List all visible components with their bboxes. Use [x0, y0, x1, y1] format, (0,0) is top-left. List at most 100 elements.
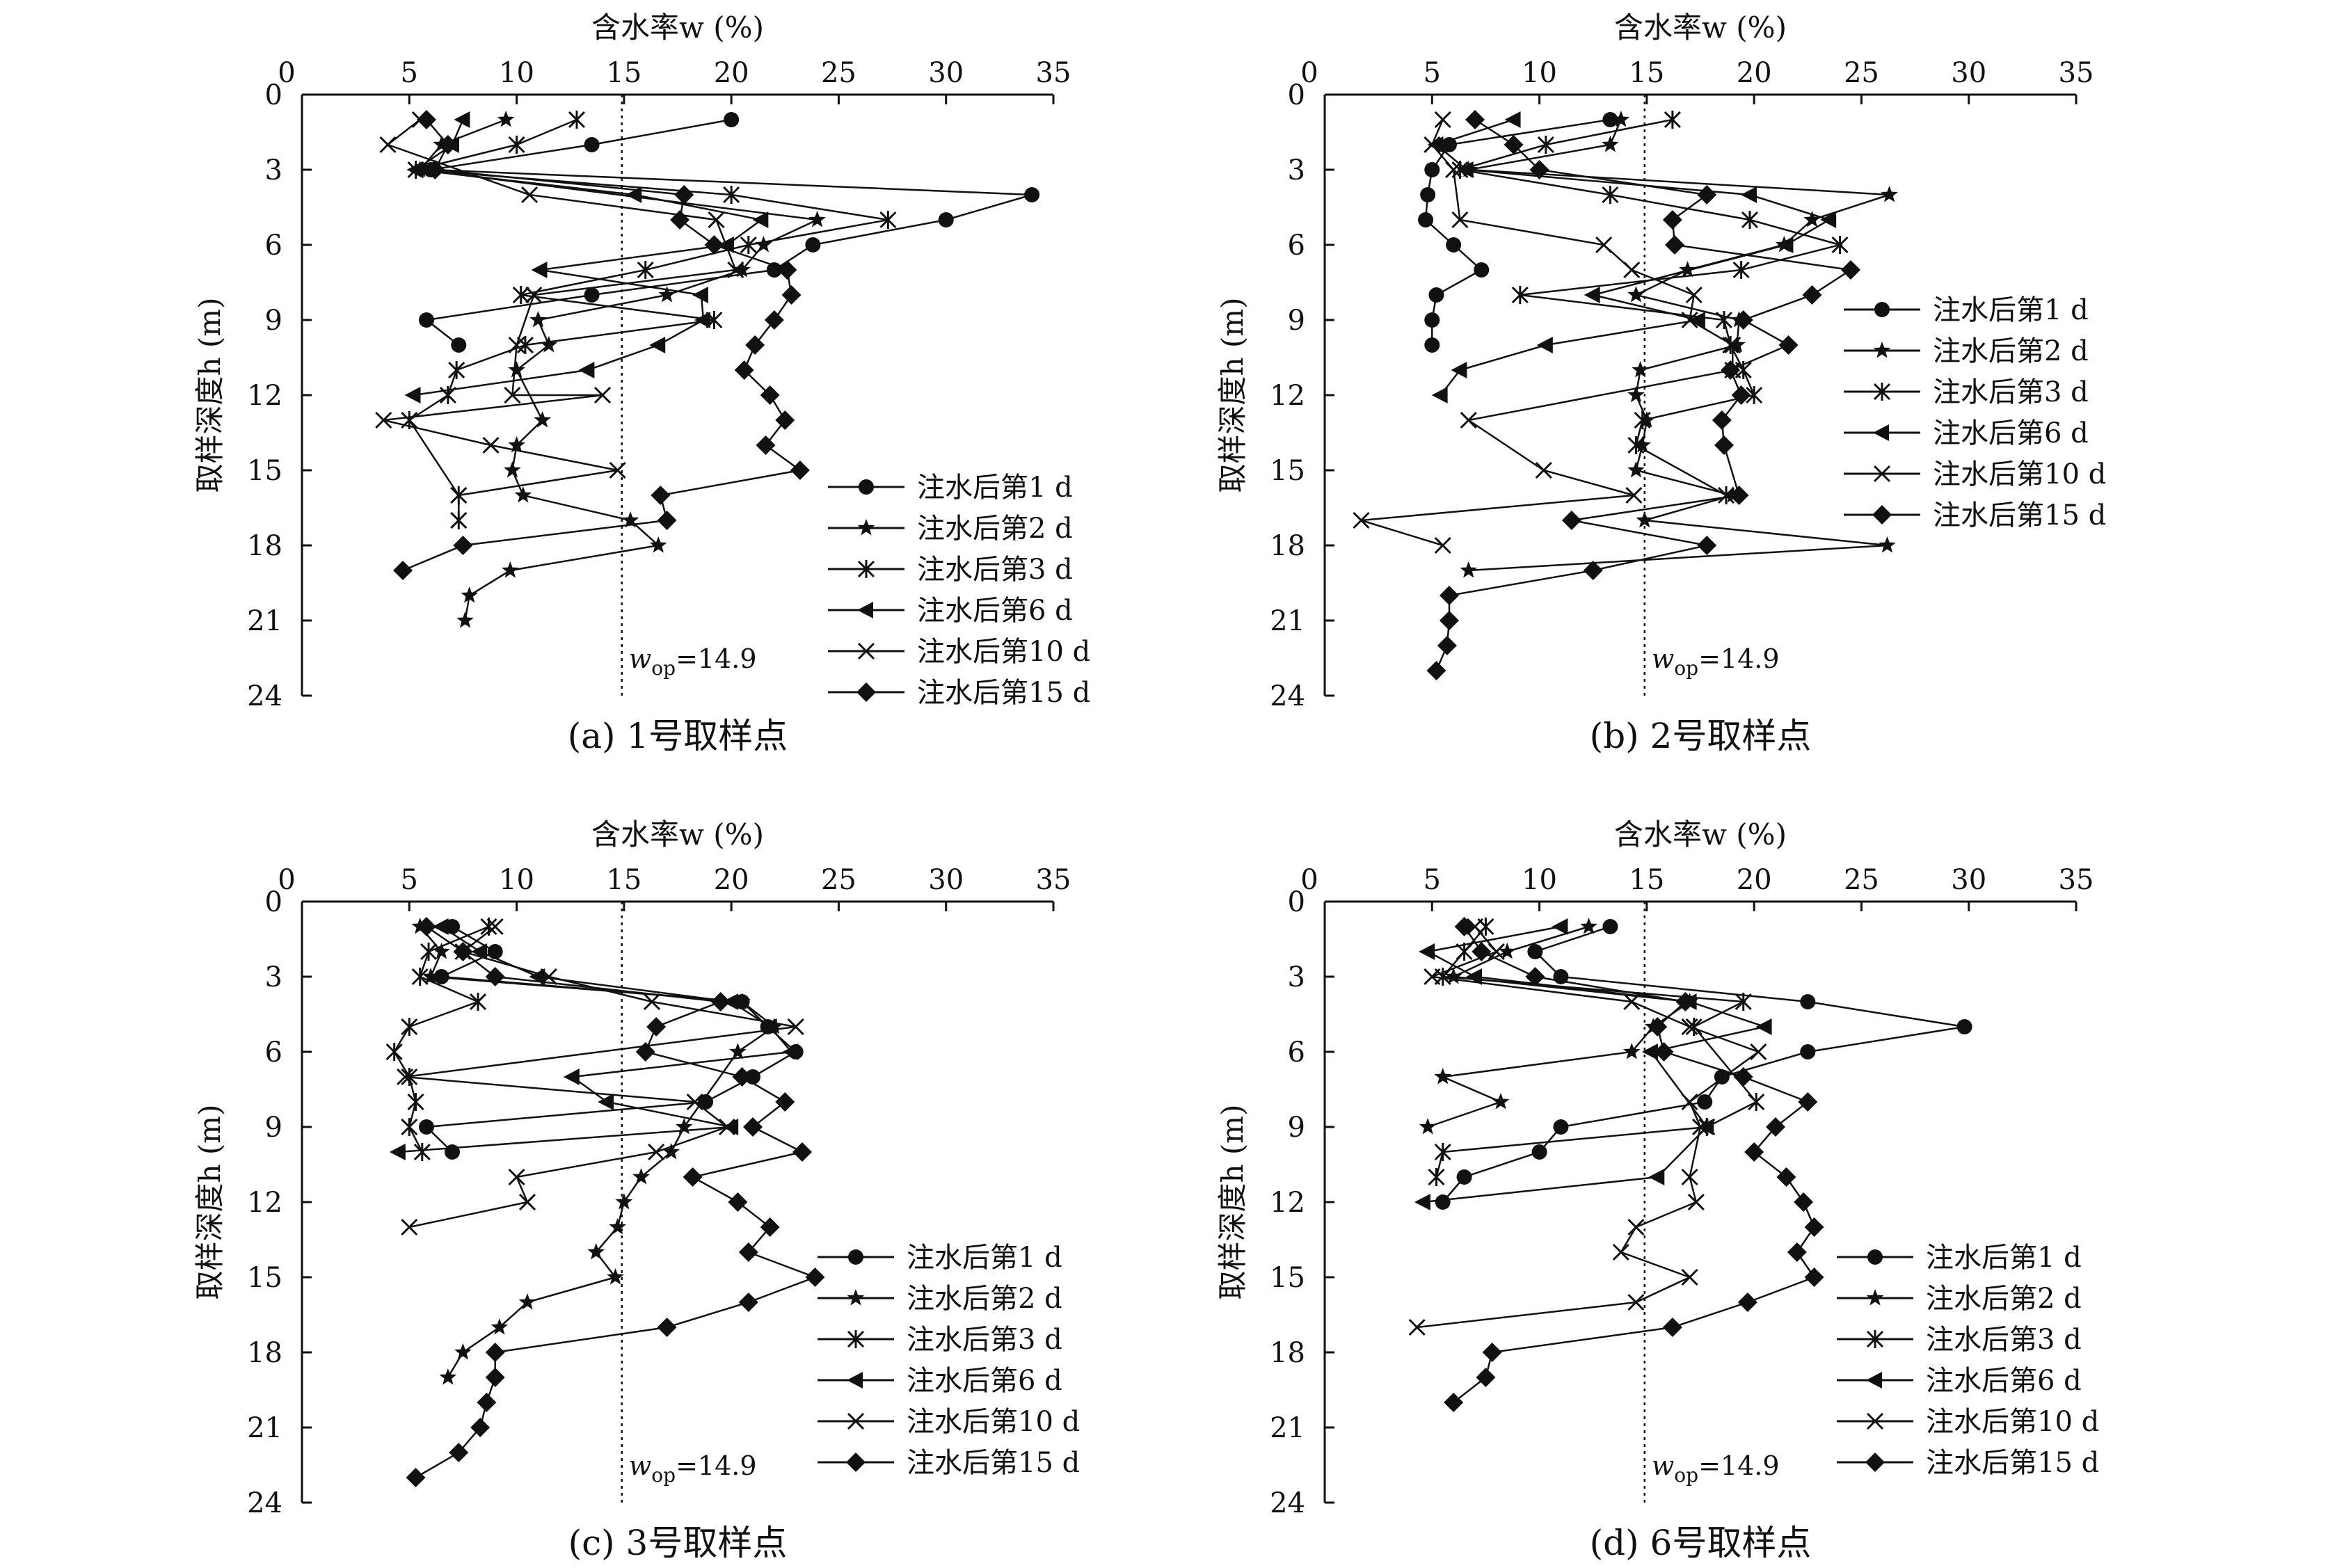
- data-point: [470, 1418, 491, 1437]
- series-3: [385, 918, 497, 1161]
- legend-marker: [1866, 1330, 1884, 1348]
- data-point: [1602, 186, 1619, 204]
- data-point: [1798, 1092, 1818, 1112]
- data-point: [1435, 1194, 1451, 1210]
- legend-label: 注水后第1 d: [917, 472, 1073, 504]
- legend-marker: [1866, 1289, 1884, 1306]
- data-point: [1529, 160, 1549, 179]
- series-5: [1408, 918, 1767, 1336]
- data-point: [1552, 918, 1568, 935]
- data-point: [482, 436, 500, 454]
- data-point: [1612, 1243, 1629, 1261]
- data-point: [1787, 1242, 1807, 1262]
- x-tick-label: 0: [1300, 57, 1318, 89]
- data-point: [708, 211, 725, 229]
- y-axis-label: 取样深度h (m): [1215, 1105, 1250, 1300]
- data-point: [728, 1192, 748, 1212]
- data-point: [1531, 1144, 1547, 1160]
- series-1: [1418, 112, 1618, 353]
- data-point: [486, 918, 504, 936]
- legend-marker: [848, 1249, 863, 1265]
- data-point: [1733, 1067, 1753, 1087]
- panel-c: 5 10 15 20 25 30 35 00 3 6 9 12 15 18 21 24 含水率w (%) 取样深度…: [193, 817, 1080, 1563]
- x-tick-label: 35: [2059, 864, 2094, 896]
- legend-label: 注水后第1 d: [1926, 1242, 2082, 1274]
- series-line: [424, 118, 1033, 346]
- data-point: [609, 1218, 626, 1235]
- data-point: [407, 1093, 424, 1111]
- data-point: [738, 1242, 758, 1262]
- data-point: [1744, 1142, 1764, 1162]
- series-line: [404, 926, 796, 1229]
- data-point: [657, 511, 677, 530]
- data-point: [1525, 967, 1545, 986]
- data-point: [406, 161, 423, 178]
- data-point: [563, 1069, 580, 1085]
- data-point: [418, 312, 434, 328]
- data-point: [1627, 386, 1645, 403]
- data-point: [1612, 111, 1630, 127]
- series-5: [375, 111, 744, 529]
- legend-marker: [1873, 465, 1891, 483]
- data-point: [723, 186, 740, 204]
- legend-marker: [1866, 1372, 1882, 1389]
- data-point: [1444, 1393, 1464, 1412]
- y-tick-label: 0: [1288, 886, 1305, 918]
- y-tick-label: 9: [1288, 1112, 1305, 1144]
- data-point: [1476, 1368, 1496, 1387]
- data-point: [531, 262, 548, 278]
- data-point: [777, 260, 797, 280]
- data-point: [805, 1267, 825, 1287]
- data-point: [733, 993, 751, 1009]
- data-point: [1454, 917, 1474, 936]
- y-tick-label: 12: [1270, 1187, 1305, 1219]
- data-point: [1434, 1068, 1452, 1085]
- data-point: [670, 210, 690, 230]
- x-tick-label: 30: [928, 864, 964, 896]
- data-point: [491, 1318, 509, 1335]
- data-point: [782, 1043, 799, 1060]
- data-point: [461, 586, 478, 603]
- y-tick-label: 0: [265, 79, 282, 111]
- data-point: [1427, 136, 1444, 153]
- legend-label: 注水后第1 d: [1933, 294, 2089, 326]
- legend-marker: [1874, 302, 1890, 317]
- series-4: [389, 918, 799, 1160]
- data-point: [1732, 261, 1750, 279]
- series-line: [413, 119, 764, 397]
- data-point: [1424, 136, 1441, 154]
- data-point: [1602, 919, 1618, 934]
- legend-label: 注水后第2 d: [907, 1283, 1062, 1315]
- data-point: [1437, 636, 1457, 655]
- data-point: [760, 385, 780, 405]
- x-tick-label: 10: [1522, 57, 1557, 89]
- x-tick-label: 0: [1300, 864, 1318, 896]
- legend-label: 注水后第10 d: [907, 1406, 1080, 1438]
- data-point: [1766, 1117, 1785, 1137]
- data-point: [453, 536, 473, 555]
- data-point: [439, 1368, 457, 1385]
- y-tick-label: 18: [247, 1337, 282, 1369]
- x-tick-label: 5: [401, 57, 418, 89]
- series-4: [404, 111, 769, 403]
- data-point: [1408, 1318, 1426, 1336]
- data-point: [587, 1243, 605, 1260]
- data-point: [710, 992, 731, 1011]
- data-point: [1803, 211, 1821, 227]
- data-point: [578, 362, 595, 378]
- data-point: [584, 137, 600, 152]
- data-point: [1715, 311, 1733, 329]
- data-point: [1755, 1018, 1772, 1035]
- data-point: [1627, 1218, 1645, 1236]
- legend-label: 注水后第1 d: [907, 1242, 1062, 1274]
- data-point: [1623, 261, 1641, 279]
- data-point: [485, 1368, 505, 1387]
- data-point: [385, 1043, 403, 1061]
- data-point: [646, 1017, 667, 1037]
- legend-marker: [857, 560, 875, 578]
- data-point: [1460, 411, 1477, 429]
- data-point: [1681, 1018, 1698, 1036]
- legend-label: 注水后第2 d: [1933, 335, 2089, 367]
- data-point: [485, 1343, 505, 1362]
- data-point: [1794, 1192, 1814, 1212]
